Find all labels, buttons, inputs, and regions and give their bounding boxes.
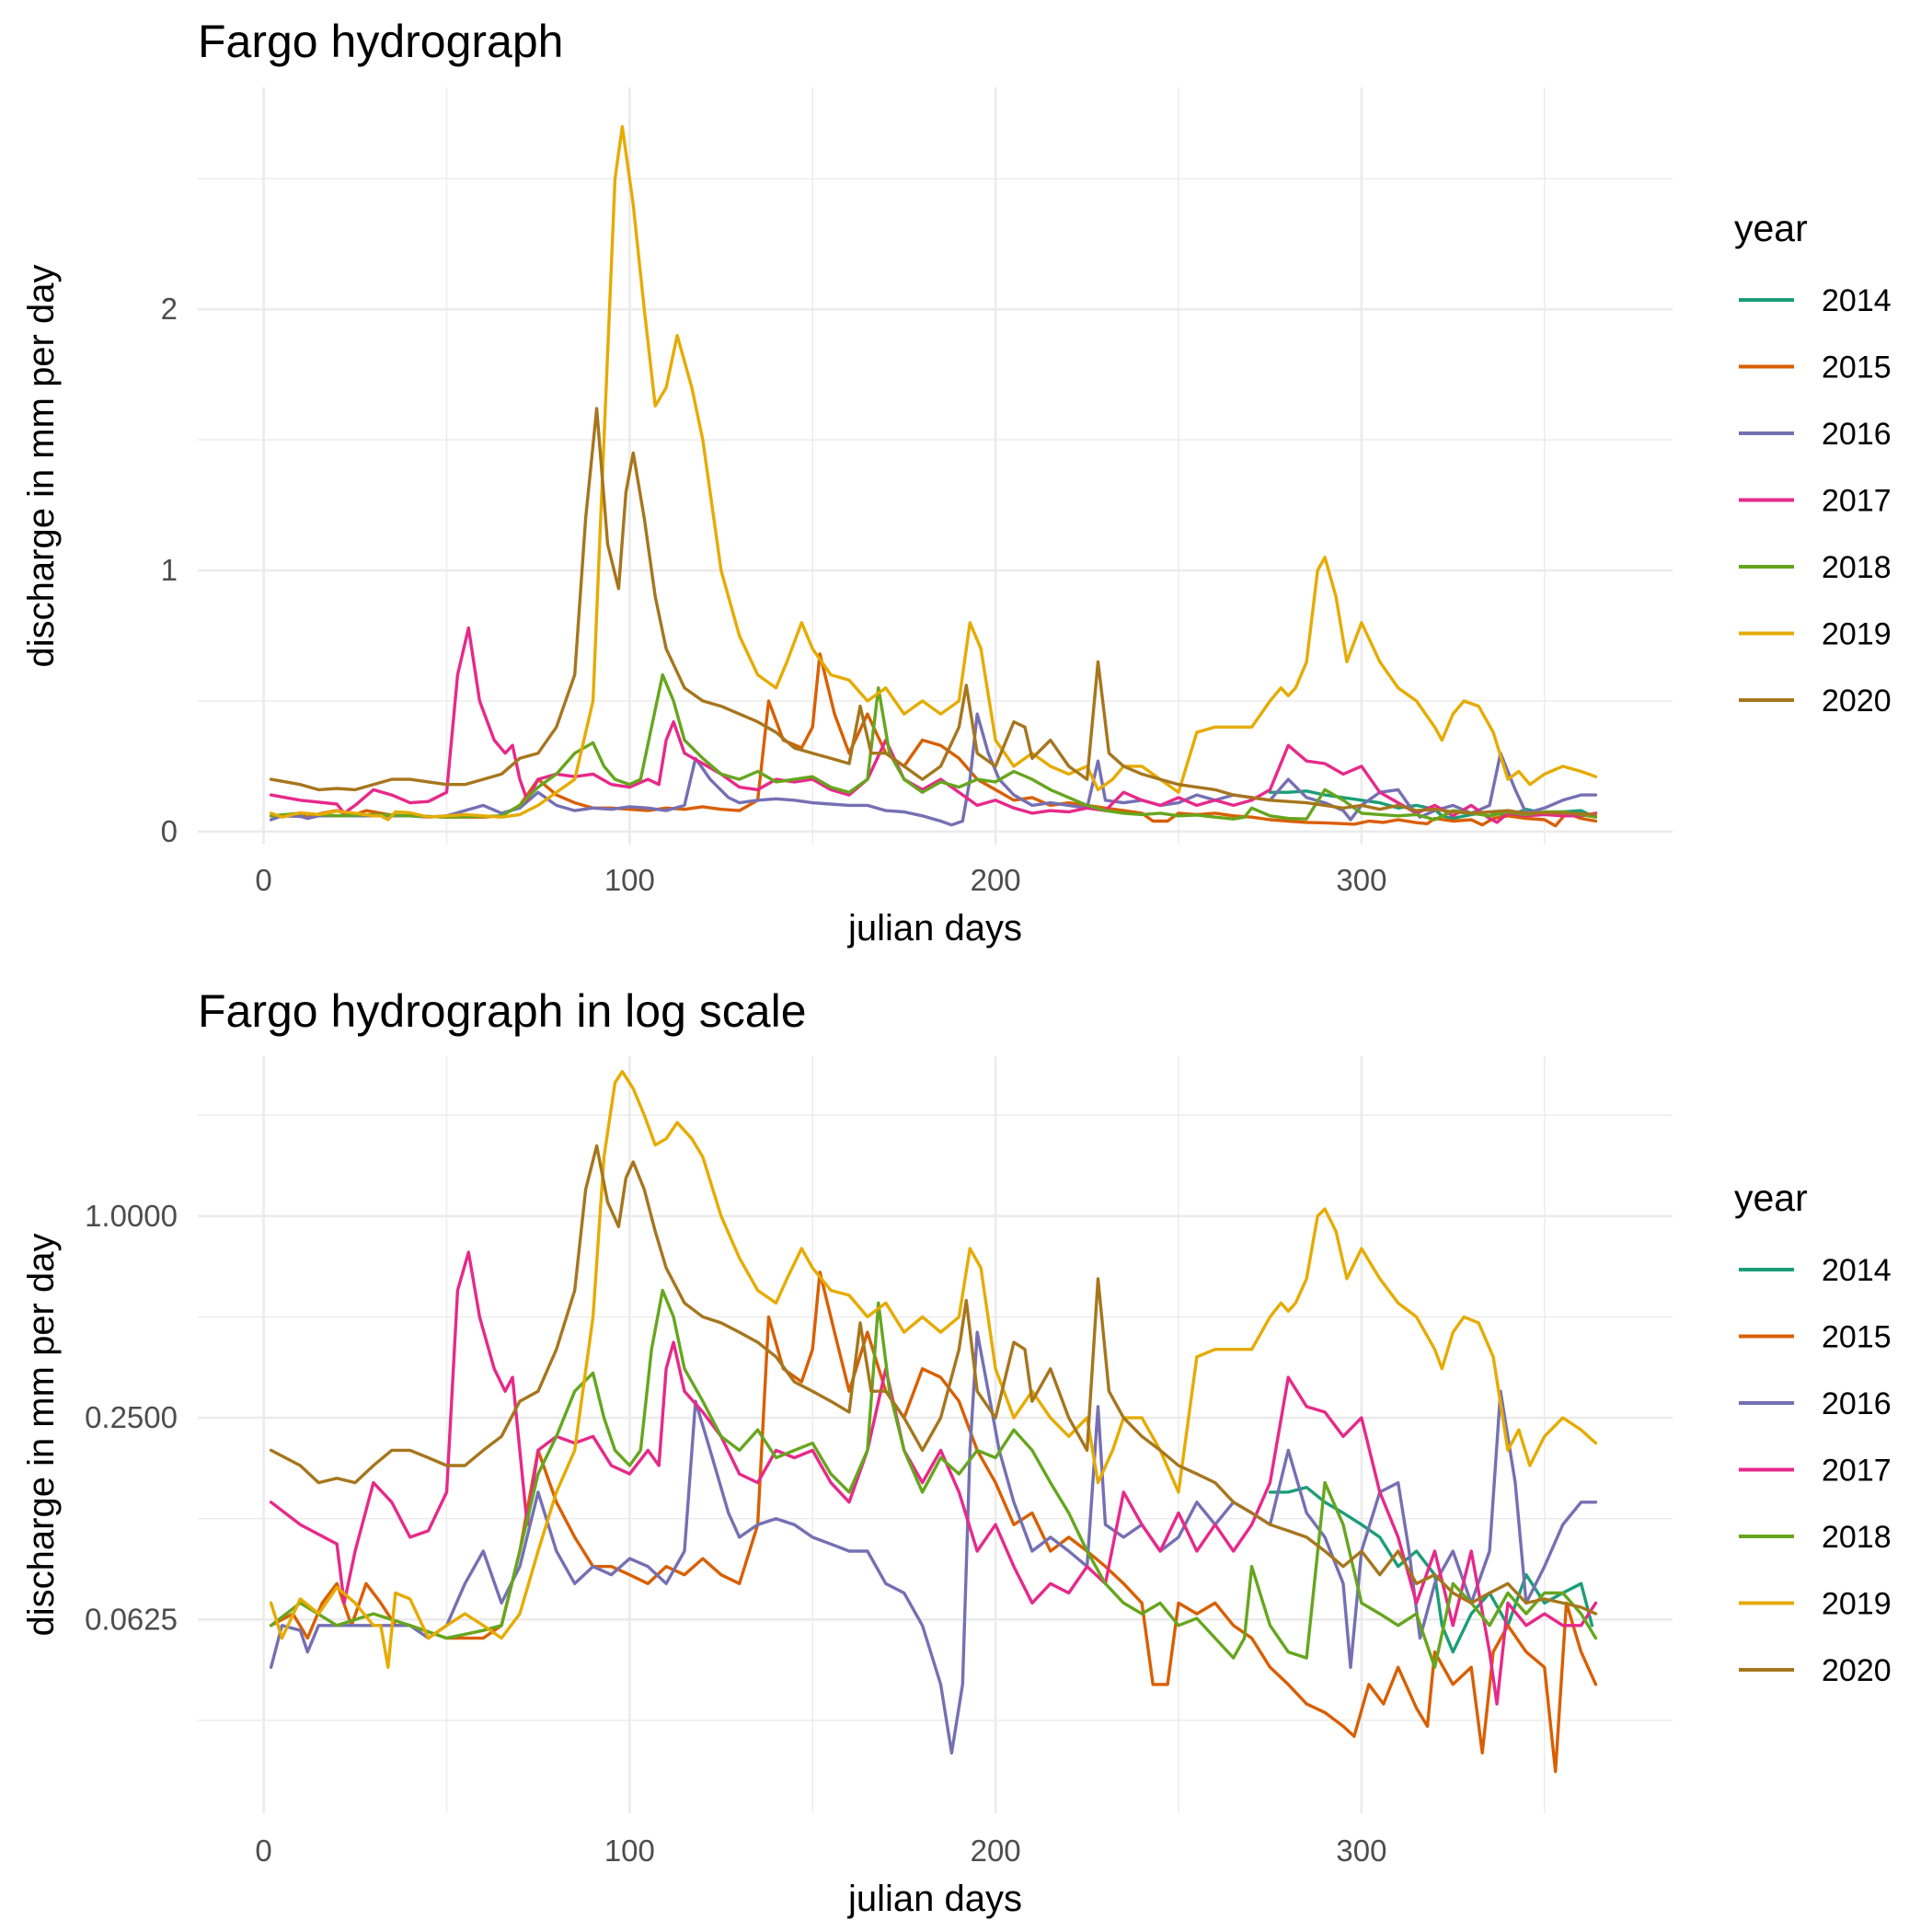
legend-item-2017: 2017 (1739, 484, 1892, 519)
x-tick-label: 100 (604, 1834, 655, 1868)
legend-label: 2018 (1822, 550, 1892, 585)
legend-items: 2014 2015 2016 2017 2018 2019 2020 (1739, 1253, 1892, 1688)
x-tick-labels: 0 100 200 300 (255, 863, 1386, 897)
x-tick-label: 0 (255, 1834, 271, 1868)
series-line-2018 (269, 1288, 1598, 1669)
legend-item-2017: 2017 (1739, 1454, 1892, 1489)
gridlines (198, 1056, 1673, 1813)
y-tick-label: 0.0625 (85, 1602, 178, 1636)
series-line-2016 (269, 1330, 1598, 1754)
x-tick-label: 100 (604, 863, 655, 897)
series-line-2015 (269, 652, 1598, 828)
x-tick-label: 200 (971, 1834, 1021, 1868)
series-line-2017 (269, 1250, 1598, 1706)
legend-item-2018: 2018 (1739, 1520, 1892, 1555)
x-axis-title: julian days (847, 908, 1022, 949)
log-hydrograph-panel: Fargo hydrograph in log scale 0 100 200 300… (21, 985, 1892, 1919)
linear-hydrograph-panel: Fargo hydrograph 0 100 200 300 0 1 2 julian d… (21, 16, 1892, 949)
x-tick-label: 300 (1336, 1834, 1386, 1868)
legend-item-2019: 2019 (1739, 1587, 1892, 1622)
legend-items: 2014 2015 2016 2017 2018 2019 2020 (1739, 283, 1892, 719)
legend-label: 2019 (1822, 617, 1892, 652)
y-tick-labels: 0 1 2 (161, 292, 178, 848)
legend-label: 2015 (1822, 1320, 1892, 1355)
legend: year 2014 2015 2016 2017 2018 2019 2020 (1734, 207, 1892, 719)
y-tick-label: 2 (161, 292, 178, 326)
legend-label: 2018 (1822, 1520, 1892, 1555)
legend-item-2014: 2014 (1739, 283, 1892, 318)
y-tick-label: 0 (161, 814, 178, 848)
series-lines (269, 1070, 1598, 1774)
legend-item-2018: 2018 (1739, 550, 1892, 585)
x-tick-label: 300 (1336, 863, 1386, 897)
gridlines (198, 87, 1673, 845)
y-tick-label: 1 (161, 553, 178, 587)
legend-label: 2014 (1822, 1253, 1892, 1288)
series-line-2018 (269, 673, 1598, 822)
series-line-2019 (269, 124, 1598, 822)
series-line-2017 (269, 626, 1598, 824)
legend-label: 2017 (1822, 484, 1892, 519)
y-axis-title: discharge in mm per day (21, 265, 62, 668)
y-tick-label: 0.2500 (85, 1400, 178, 1434)
legend-label: 2019 (1822, 1587, 1892, 1622)
legend-item-2014: 2014 (1739, 1253, 1892, 1288)
x-axis-title: julian days (847, 1879, 1022, 1919)
legend-item-2020: 2020 (1739, 1653, 1892, 1688)
x-tick-label: 0 (255, 863, 271, 897)
legend-label: 2016 (1822, 417, 1892, 452)
series-line-2015 (269, 1271, 1598, 1774)
legend-item-2016: 2016 (1739, 1386, 1892, 1421)
x-tick-labels: 0 100 200 300 (255, 1834, 1386, 1868)
series-line-2020 (269, 407, 1598, 817)
legend-label: 2014 (1822, 283, 1892, 318)
legend-item-2015: 2015 (1739, 1320, 1892, 1355)
legend-label: 2015 (1822, 351, 1892, 385)
legend-label: 2020 (1822, 684, 1892, 719)
legend-label: 2016 (1822, 1386, 1892, 1421)
series-line-2019 (269, 1070, 1598, 1669)
legend-title: year (1734, 1177, 1808, 1219)
legend-label: 2020 (1822, 1653, 1892, 1688)
y-axis-title: discharge in mm per day (21, 1234, 62, 1637)
legend-title: year (1734, 207, 1808, 249)
legend-item-2020: 2020 (1739, 684, 1892, 719)
legend-label: 2017 (1822, 1454, 1892, 1489)
chart-title: Fargo hydrograph (198, 16, 563, 67)
series-line-2016 (269, 712, 1598, 827)
y-tick-labels: 1.0000 0.2500 0.0625 (85, 1199, 178, 1637)
legend-item-2019: 2019 (1739, 617, 1892, 652)
legend-item-2016: 2016 (1739, 417, 1892, 452)
legend: year 2014 2015 2016 2017 2018 2019 2020 (1734, 1177, 1892, 1688)
x-tick-label: 200 (971, 863, 1021, 897)
series-line-2020 (269, 1144, 1598, 1616)
chart-title: Fargo hydrograph in log scale (198, 985, 807, 1037)
legend-item-2015: 2015 (1739, 351, 1892, 385)
y-tick-label: 1.0000 (85, 1199, 178, 1233)
series-lines (269, 124, 1598, 828)
